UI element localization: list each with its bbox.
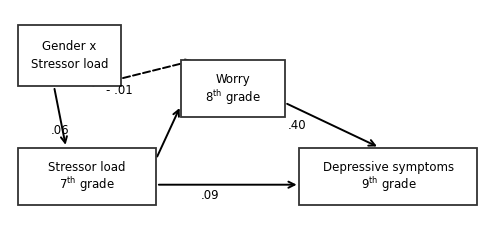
Text: .40: .40 xyxy=(288,119,306,132)
Text: - .01: - .01 xyxy=(106,84,132,97)
Text: Depressive symptoms: Depressive symptoms xyxy=(323,161,454,174)
Text: 7$^{\mathregular{th}}$ grade: 7$^{\mathregular{th}}$ grade xyxy=(59,176,114,194)
Text: .06: .06 xyxy=(50,124,69,137)
FancyBboxPatch shape xyxy=(18,25,122,86)
Text: Stressor load: Stressor load xyxy=(31,58,108,71)
FancyBboxPatch shape xyxy=(181,60,284,117)
FancyBboxPatch shape xyxy=(300,148,478,205)
Text: Stressor load: Stressor load xyxy=(48,161,126,174)
Text: Worry: Worry xyxy=(216,73,250,86)
Text: Gender x: Gender x xyxy=(42,40,96,53)
Text: .09: .09 xyxy=(201,189,220,202)
Text: 9$^{\mathregular{th}}$ grade: 9$^{\mathregular{th}}$ grade xyxy=(360,176,416,194)
FancyBboxPatch shape xyxy=(18,148,156,205)
Text: 8$^{\mathregular{th}}$ grade: 8$^{\mathregular{th}}$ grade xyxy=(205,88,260,107)
